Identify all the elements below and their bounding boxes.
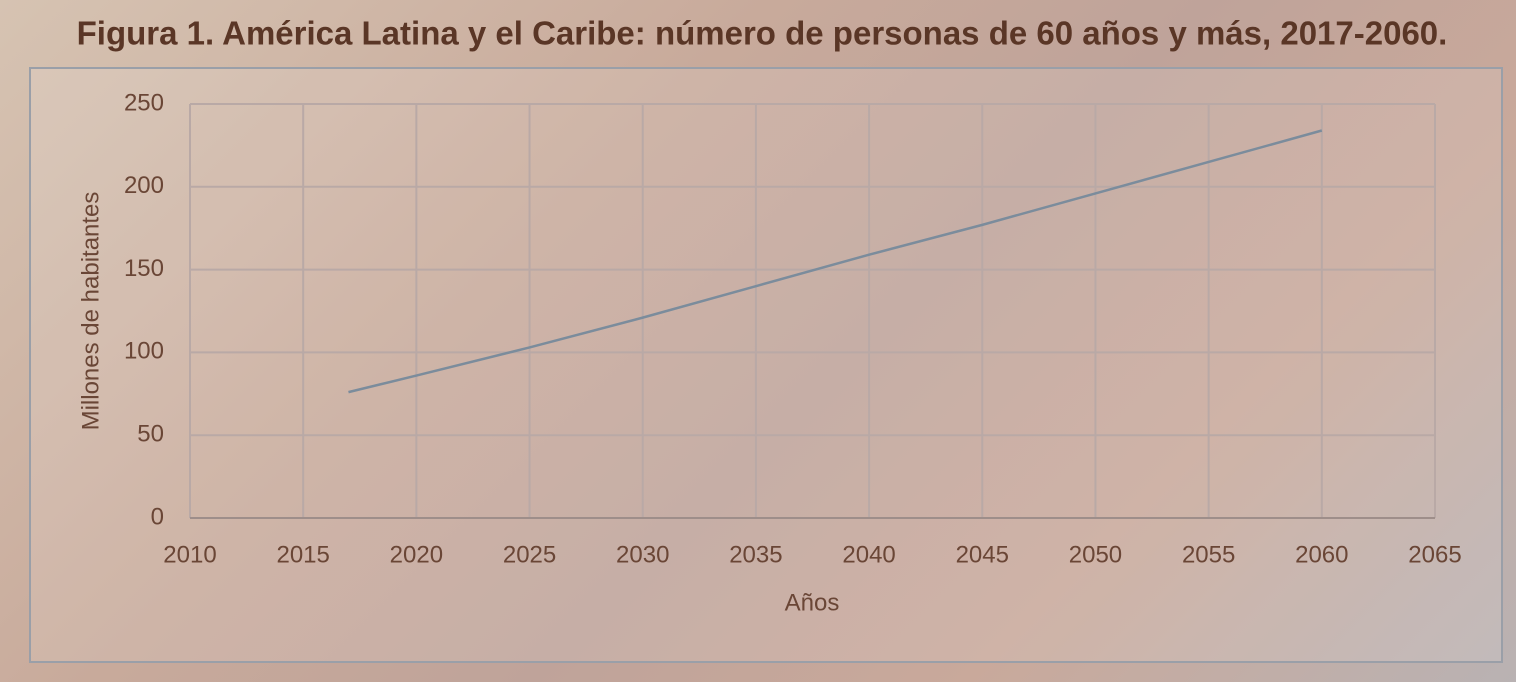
data-line	[348, 129, 1323, 394]
x-tick-label: 2020	[390, 541, 443, 568]
chart-title: Figura 1. América Latina y el Caribe: nú…	[77, 15, 1448, 52]
y-axis-label: Millones de habitantes	[77, 192, 104, 431]
y-tick-label: 200	[124, 172, 164, 199]
x-axis-label: Años	[785, 589, 840, 616]
x-tick-label: 2035	[729, 541, 782, 568]
y-tick-label: 100	[124, 338, 164, 365]
x-tick-label: 2050	[1069, 541, 1122, 568]
x-tick-label: 2040	[842, 541, 895, 568]
x-tick-label: 2010	[163, 541, 216, 568]
x-tick-label: 2055	[1182, 541, 1235, 568]
x-tick-label: 2065	[1408, 541, 1461, 568]
x-tick-label: 2045	[956, 541, 1009, 568]
chart-frame	[29, 67, 1503, 663]
y-tick-label: 250	[124, 89, 164, 116]
x-tick-label: 2025	[503, 541, 556, 568]
x-tick-label: 2030	[616, 541, 669, 568]
x-tick-label: 2015	[276, 541, 329, 568]
y-tick-label: 50	[137, 421, 164, 448]
x-tick-label: 2060	[1295, 541, 1348, 568]
y-tick-label: 150	[124, 255, 164, 282]
y-tick-label: 0	[151, 503, 164, 530]
